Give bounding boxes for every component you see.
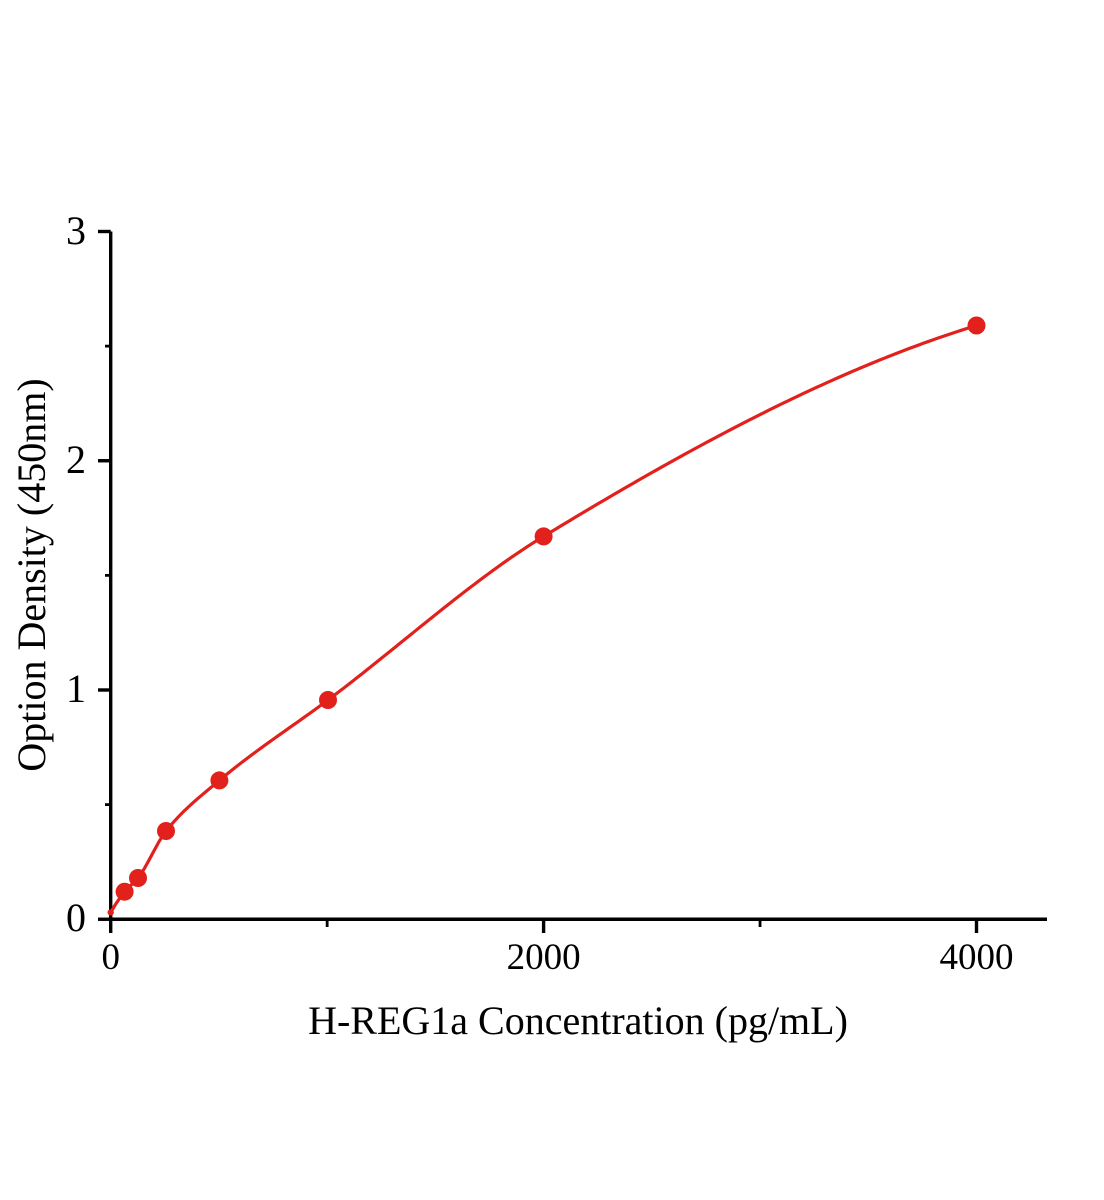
svg-text:0: 0 <box>101 937 120 978</box>
svg-text:0: 0 <box>66 895 86 940</box>
svg-text:H-REG1a Concentration (pg/mL): H-REG1a Concentration (pg/mL) <box>308 998 848 1043</box>
svg-text:3: 3 <box>66 208 86 253</box>
svg-text:1: 1 <box>66 666 86 711</box>
svg-text:Option Density (450nm): Option Density (450nm) <box>9 378 54 771</box>
svg-text:2: 2 <box>66 437 86 482</box>
svg-text:4000: 4000 <box>940 937 1014 978</box>
svg-text:2000: 2000 <box>507 937 581 978</box>
